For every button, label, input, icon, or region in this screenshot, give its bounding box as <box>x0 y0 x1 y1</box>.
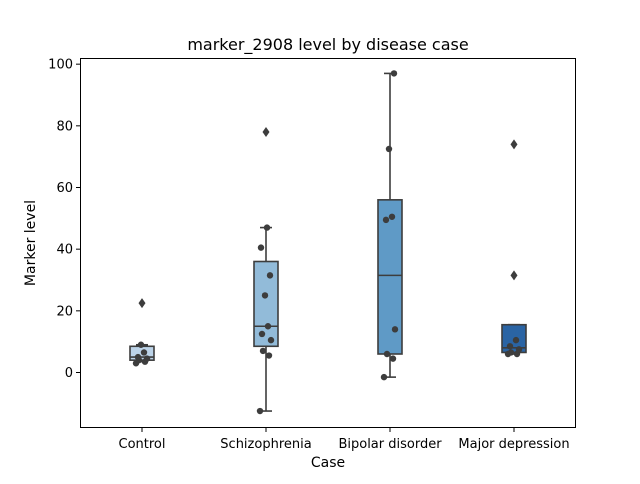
data-point <box>143 355 151 362</box>
chart-title: marker_2908 level by disease case <box>187 35 468 55</box>
y-tick-label: 0 <box>65 366 73 381</box>
data-point <box>259 347 267 355</box>
data-point <box>389 355 397 362</box>
y-tick-label: 100 <box>48 58 73 73</box>
y-axis-label: Marker level <box>23 200 39 286</box>
y-tick-label: 40 <box>56 243 73 258</box>
outlier-point <box>510 139 518 150</box>
data-point <box>512 336 520 344</box>
plot-area: 0 20 40 60 80 100 Control Schizophrenia Bipolar … <box>48 58 569 452</box>
data-point <box>380 373 388 381</box>
y-tick-label: 60 <box>56 181 73 196</box>
y-tick-label: 80 <box>56 119 73 134</box>
data-point <box>256 407 264 415</box>
y-tick-label: 20 <box>56 304 73 319</box>
box-iqr <box>377 199 403 355</box>
data-point <box>140 349 148 356</box>
data-point <box>388 213 396 220</box>
data-point <box>507 349 515 356</box>
data-point <box>258 330 266 338</box>
data-point <box>382 216 390 224</box>
plot-frame <box>80 58 576 428</box>
outlier-point <box>138 298 146 309</box>
data-point <box>134 353 142 361</box>
x-tick-label: Major depression <box>458 437 569 452</box>
data-point <box>263 224 271 231</box>
data-point <box>261 292 269 299</box>
data-point <box>383 350 391 358</box>
x-tick-label: Control <box>119 437 166 452</box>
data-point <box>385 145 393 153</box>
data-point <box>264 323 272 330</box>
data-point <box>257 244 265 251</box>
data-point <box>137 341 145 348</box>
data-point <box>391 326 399 333</box>
x-tick-label: Schizophrenia <box>220 437 311 452</box>
outlier-point <box>510 270 518 281</box>
x-tick-label: Bipolar disorder <box>338 437 442 452</box>
box-iqr <box>253 260 279 348</box>
data-point <box>266 272 274 279</box>
x-axis-label: Case <box>311 455 345 471</box>
data-point <box>267 336 275 344</box>
data-point <box>506 343 514 350</box>
data-point <box>390 70 398 77</box>
data-point <box>265 352 273 359</box>
outlier-point <box>262 127 270 137</box>
data-point <box>515 346 523 353</box>
